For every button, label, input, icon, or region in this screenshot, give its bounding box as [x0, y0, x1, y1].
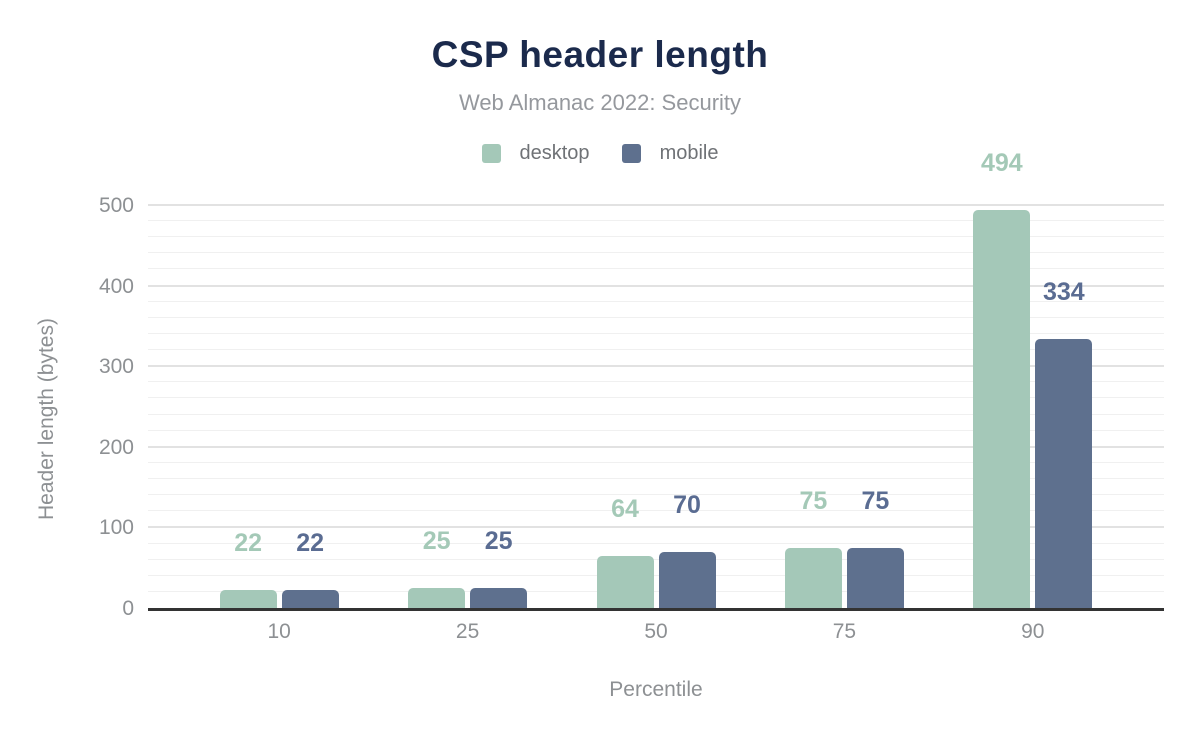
bar-desktop-p75[interactable] — [784, 547, 842, 608]
gridline-minor — [148, 220, 1164, 222]
legend-label-mobile: mobile — [659, 142, 719, 164]
x-tick-50: 50 — [644, 620, 668, 643]
chart-title: CSP header length — [431, 34, 769, 75]
x-axis-title: Percentile — [609, 678, 703, 701]
y-tick-300: 300 — [98, 355, 134, 379]
gridline-minor — [148, 494, 1164, 496]
gridline-minor — [148, 590, 1164, 592]
y-tick-400: 400 — [98, 274, 134, 298]
gridline-minor — [148, 542, 1164, 544]
value-label-mobile-p25: 25 — [484, 526, 513, 555]
bar-mobile-p50[interactable] — [658, 551, 716, 608]
gridline-major — [148, 365, 1164, 368]
legend-label-desktop: desktop — [519, 142, 590, 164]
gridline-minor — [148, 236, 1164, 238]
gridline-minor — [148, 478, 1164, 480]
bar-mobile-p90[interactable] — [1035, 338, 1093, 608]
gridline-minor — [148, 332, 1164, 334]
gridline-minor — [148, 461, 1164, 463]
bar-desktop-p50[interactable] — [596, 556, 654, 608]
y-tick-100: 100 — [98, 516, 134, 540]
gridline-minor — [148, 349, 1164, 351]
legend-swatch-mobile-icon — [621, 144, 641, 163]
value-label-desktop-p25: 25 — [422, 526, 451, 555]
legend: desktop mobile — [0, 142, 1200, 165]
legend-swatch-desktop-icon — [481, 144, 501, 163]
bar-desktop-p90[interactable] — [973, 209, 1031, 608]
gridline-major — [148, 445, 1164, 448]
bar-desktop-p10[interactable] — [219, 590, 277, 608]
x-tick-75: 75 — [832, 620, 857, 643]
bar-mobile-p10[interactable] — [281, 590, 339, 608]
gridline-minor — [148, 574, 1164, 576]
gridline-major — [148, 284, 1164, 287]
gridline-minor — [148, 413, 1164, 415]
gridline-minor — [148, 252, 1164, 254]
legend-item-mobile[interactable]: mobile — [621, 142, 719, 165]
gridline-minor — [148, 397, 1164, 399]
legend-item-desktop[interactable]: desktop — [481, 142, 590, 165]
gridline-minor — [148, 381, 1164, 383]
y-tick-500: 500 — [98, 194, 134, 217]
y-tick-0: 0 — [122, 597, 134, 620]
y-tick-200: 200 — [98, 435, 134, 459]
x-tick-25: 25 — [455, 620, 480, 643]
bar-mobile-p25[interactable] — [470, 587, 528, 608]
plot-area: 22 22 25 25 64 70 75 75 494 334 — [148, 149, 1164, 611]
gridline-major — [148, 204, 1164, 206]
x-tick-90: 90 — [1021, 620, 1045, 643]
gridline-minor — [148, 510, 1164, 512]
gridline-minor — [148, 316, 1164, 318]
x-tick-10: 10 — [267, 620, 291, 643]
chart-subtitle: Web Almanac 2022: Security — [458, 90, 742, 115]
bar-mobile-p75[interactable] — [846, 547, 904, 608]
gridline-minor — [148, 268, 1164, 270]
bar-desktop-p25[interactable] — [408, 587, 466, 608]
gridline-minor — [148, 558, 1164, 560]
gridline-minor — [148, 429, 1164, 431]
gridline-major — [148, 526, 1164, 529]
gridline-minor — [148, 300, 1164, 302]
